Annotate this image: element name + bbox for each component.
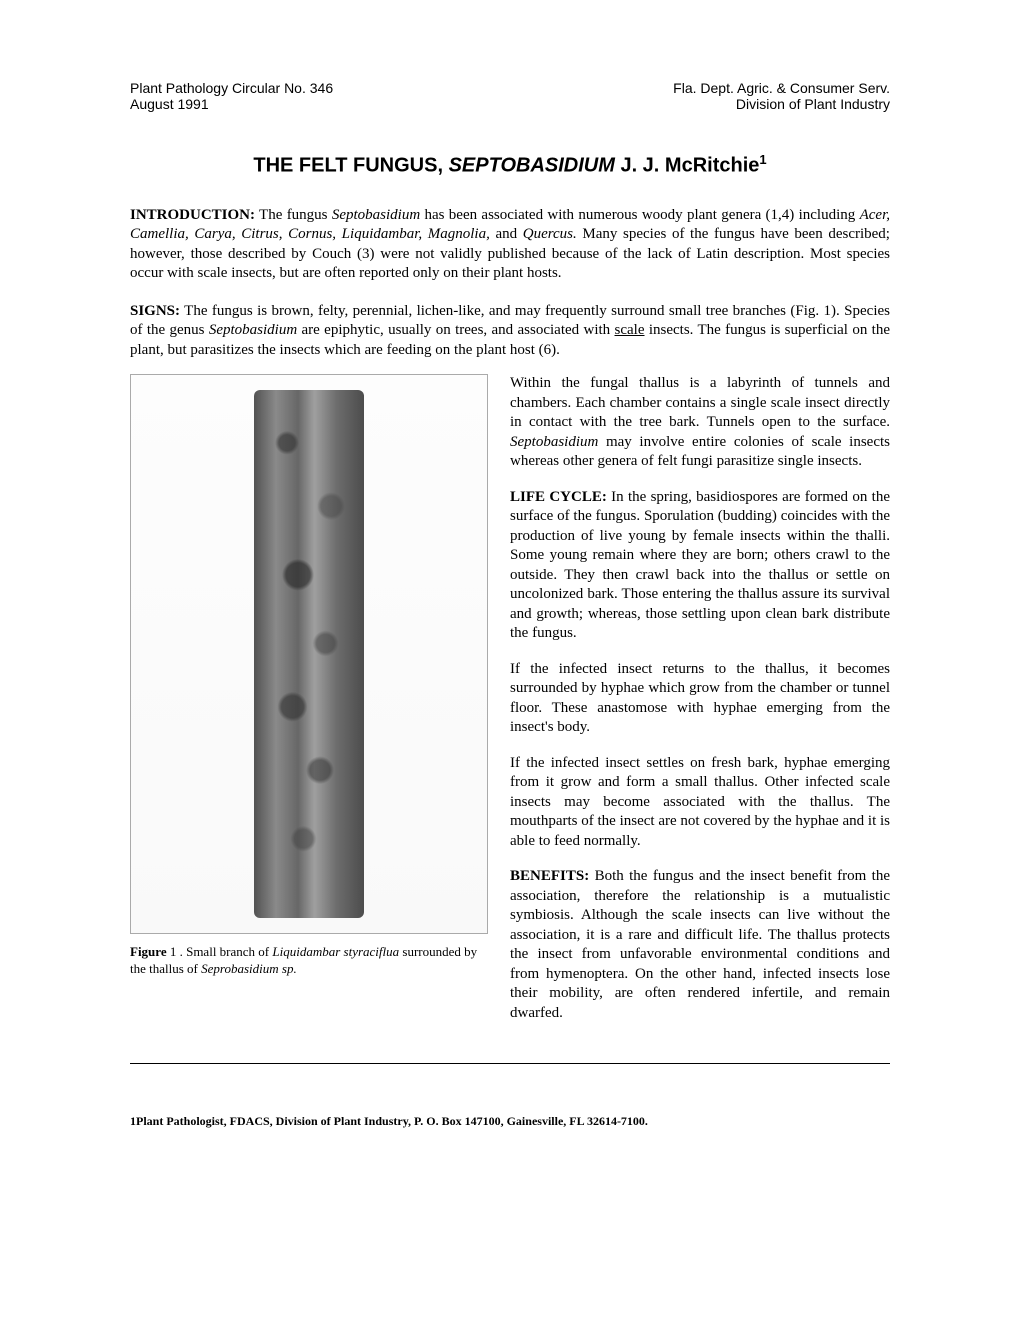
intro-italic-3: Quercus. <box>523 226 577 242</box>
footnote: 1Plant Pathologist, FDACS, Division of P… <box>130 1114 890 1129</box>
lifecycle-text: In the spring, basidiospores are formed … <box>510 489 890 642</box>
signs-text-2: are epiphytic, usually on trees, and ass… <box>297 322 614 338</box>
signs-underline: scale <box>615 322 645 338</box>
header-left: Plant Pathology Circular No. 346 August … <box>130 80 333 112</box>
infected-settle-paragraph: If the infected insect settles on fresh … <box>510 754 890 852</box>
two-column-layout: Figure 1 . Small branch of Liquidambar s… <box>130 374 890 1039</box>
document-header: Plant Pathology Circular No. 346 August … <box>130 80 890 112</box>
title-prefix: THE FELT FUNGUS, <box>253 155 448 177</box>
figure-column: Figure 1 . Small branch of Liquidambar s… <box>130 374 488 1039</box>
infected-return-paragraph: If the infected insect returns to the th… <box>510 660 890 738</box>
intro-text-3: and <box>490 226 523 242</box>
title-author: J. J. McRitchie <box>615 155 760 177</box>
signs-heading: SIGNS: <box>130 303 180 319</box>
intro-text-1: The fungus <box>255 207 332 223</box>
introduction-heading: INTRODUCTION: <box>130 207 255 223</box>
introduction-paragraph: INTRODUCTION: The fungus Septobasidium h… <box>130 206 890 284</box>
lifecycle-heading: LIFE CYCLE: <box>510 489 607 505</box>
header-right: Fla. Dept. Agric. & Consumer Serv. Divis… <box>673 80 890 112</box>
title-superscript: 1 <box>759 152 766 167</box>
benefits-heading: BENEFITS: <box>510 868 589 884</box>
figure-image <box>130 374 488 934</box>
division-name: Division of Plant Industry <box>673 96 890 112</box>
para1-italic: Septobasidium <box>510 434 598 450</box>
title-species: SEPTOBASIDIUM <box>449 155 615 177</box>
lifecycle-paragraph: LIFE CYCLE: In the spring, basidiospores… <box>510 488 890 644</box>
signs-italic: Septobasidium <box>209 322 297 338</box>
figure-caption-italic-2: Seprobasidium sp. <box>201 961 297 976</box>
figure-caption: Figure 1 . Small branch of Liquidambar s… <box>130 944 488 978</box>
intro-italic-1: Septobasidium <box>332 207 420 223</box>
para1-text-1: Within the fungal thallus is a labyrinth… <box>510 375 890 430</box>
department-name: Fla. Dept. Agric. & Consumer Serv. <box>673 80 890 96</box>
figure-caption-1: Small branch of <box>186 944 272 959</box>
benefits-paragraph: BENEFITS: Both the fungus and the insect… <box>510 867 890 1023</box>
circular-number: Plant Pathology Circular No. 346 <box>130 80 333 96</box>
publication-date: August 1991 <box>130 96 333 112</box>
thallus-paragraph: Within the fungal thallus is a labyrinth… <box>510 374 890 472</box>
figure-caption-italic-1: Liquidambar styraciflua <box>272 944 399 959</box>
intro-text-2: has been associated with numerous woody … <box>420 207 859 223</box>
horizontal-divider <box>130 1063 890 1064</box>
benefits-text: Both the fungus and the insect benefit f… <box>510 868 890 1021</box>
text-column: Within the fungal thallus is a labyrinth… <box>510 374 890 1039</box>
branch-illustration <box>254 390 364 918</box>
document-title: THE FELT FUNGUS, SEPTOBASIDIUM J. J. McR… <box>130 152 890 178</box>
figure-number: 1 . <box>167 944 187 959</box>
figure-label: Figure <box>130 944 167 959</box>
signs-paragraph: SIGNS: The fungus is brown, felty, peren… <box>130 302 890 361</box>
